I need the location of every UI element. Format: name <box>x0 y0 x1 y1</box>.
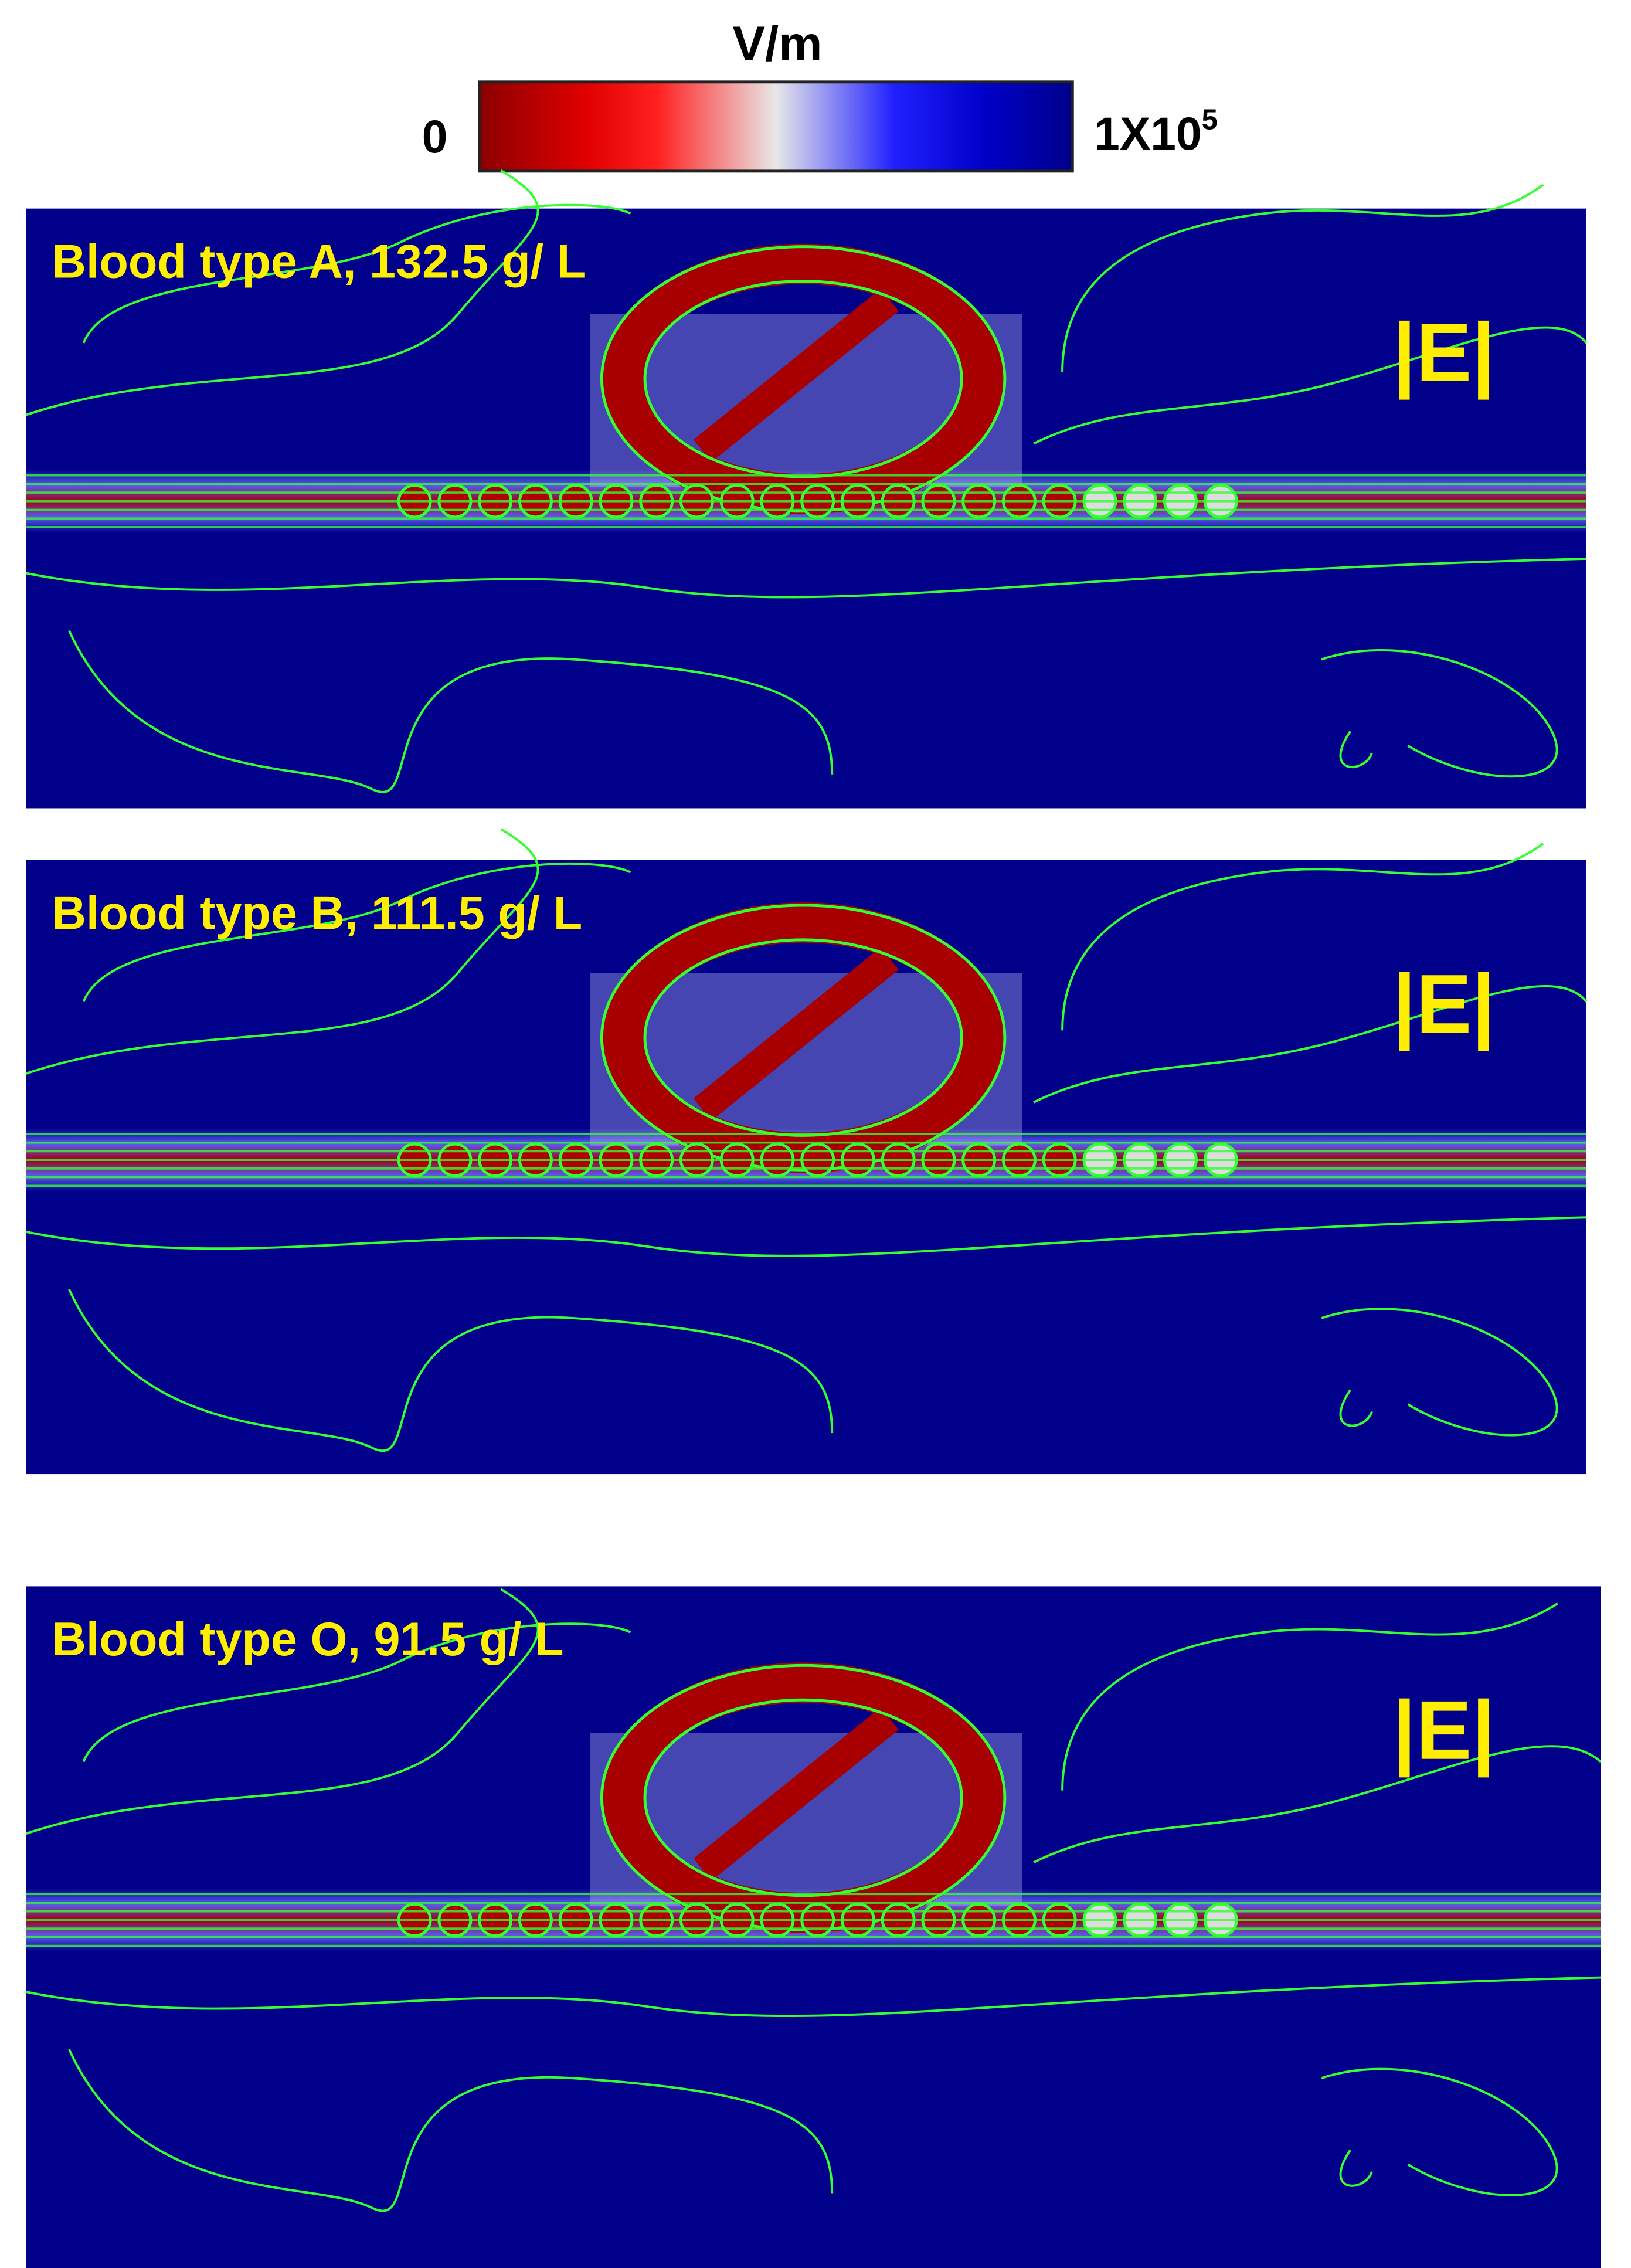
field-contour <box>1033 1745 1602 1864</box>
field-panel: Blood type A, 132.5 g/ L |E| <box>25 169 1588 809</box>
colorbar-max: 1X105 <box>1094 104 1218 159</box>
resonator-ring-contour <box>643 938 963 1137</box>
field-contour <box>1339 1389 1373 1427</box>
field-contour <box>1321 649 1558 778</box>
field-contour <box>25 1588 539 1835</box>
field-contour <box>82 203 631 344</box>
field-contour <box>82 1622 631 1763</box>
field-contour <box>68 630 834 793</box>
field-contour <box>1061 1602 1558 1791</box>
colorbar-max-exponent: 5 <box>1202 104 1218 136</box>
field-contour <box>1321 2067 1558 2196</box>
field-contour <box>1061 184 1544 372</box>
resonator-ring-contour <box>643 280 963 478</box>
resonator-bar <box>693 947 899 1121</box>
panel-title: Blood type O, 91.5 g/ L <box>52 1613 563 1666</box>
field-contour <box>1033 326 1588 445</box>
field-contour <box>25 1216 1586 1257</box>
field-panel: Blood type B, 111.5 g/ L |E| <box>25 828 1588 1475</box>
panels: Blood type A, 132.5 g/ L|E|Blood type B,… <box>25 169 1602 2268</box>
resonator-bar <box>693 288 899 463</box>
field-contour <box>1339 2149 1373 2187</box>
colorbar-gradient <box>478 80 1074 173</box>
panel-title: Blood type B, 111.5 g/ L <box>52 887 582 940</box>
field-label: |E| <box>1392 306 1495 400</box>
colorbar-max-base: 1X10 <box>1094 108 1201 159</box>
colorbar-min: 0 <box>422 111 448 162</box>
resonator-ring-contour <box>600 904 1007 1172</box>
field-contour <box>1321 1308 1558 1437</box>
field-contour <box>25 169 539 416</box>
panel-title: Blood type A, 132.5 g/ L <box>52 235 586 288</box>
field-contour <box>68 2049 834 2212</box>
resonator-ring-contour <box>600 245 1007 513</box>
field-contour <box>82 862 631 1003</box>
field-contour <box>68 1289 834 1452</box>
resonator-ring-contour <box>643 1698 963 1897</box>
field-contour <box>1033 984 1588 1104</box>
resonator-bar <box>693 1707 899 1881</box>
field-contour <box>1339 731 1373 769</box>
field-contour <box>25 557 1586 599</box>
field-contour <box>25 1976 1601 2018</box>
resonator-ring-contour <box>600 1663 1007 1932</box>
field-label: |E| <box>1392 1684 1495 1778</box>
field-panel: Blood type O, 91.5 g/ L |E| <box>25 1586 1602 2268</box>
colorbar-unit: V/m <box>732 16 822 71</box>
field-contour <box>25 828 539 1075</box>
field-contour <box>1061 842 1544 1031</box>
colorbar: V/m 0 1X105 <box>422 16 1218 173</box>
field-label: |E| <box>1392 958 1495 1051</box>
